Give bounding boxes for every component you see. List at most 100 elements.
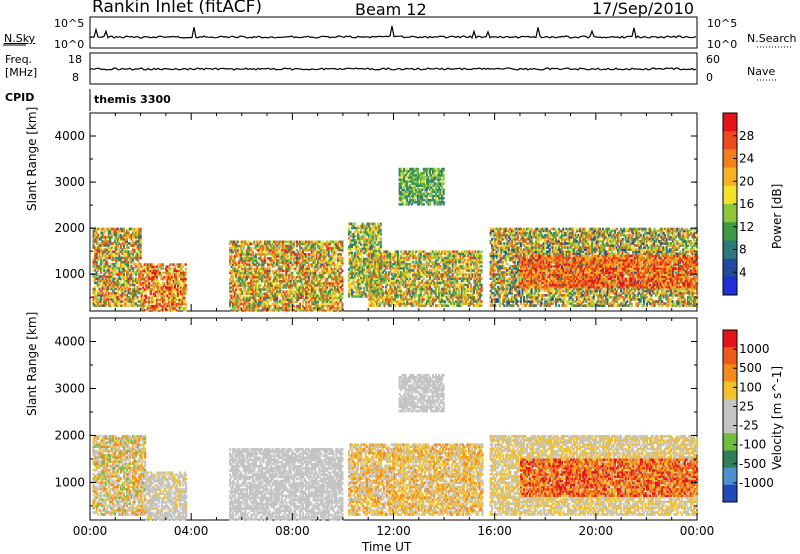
power-cell [103,285,106,289]
power-cell [140,269,143,273]
power-cell [127,229,130,233]
power-cell [125,273,128,276]
power-cell [155,284,158,287]
power-cell [152,306,155,310]
power-cell [124,279,127,283]
power-cell [133,296,136,299]
power-cell [106,250,109,253]
power-cell [119,294,122,297]
power-cell [121,250,124,253]
power-cell [119,256,122,260]
power-cell [151,300,154,304]
power-cell [103,244,106,247]
power-cell [101,277,104,280]
power-cell [132,238,135,241]
power-cell [136,233,139,237]
power-cell [109,240,112,243]
power-cell [118,275,121,278]
power-cell [122,235,125,239]
power-cell [151,279,154,283]
power-cell [110,267,113,270]
power-cell [139,256,142,260]
power-cell [140,304,143,308]
power-cell [379,222,382,226]
power-cell [115,287,118,291]
power-cell [155,308,158,312]
power-cell [107,304,110,307]
power-cell [161,267,164,271]
power-cell [128,279,131,283]
power-cell [115,273,118,276]
power-cell [100,275,103,278]
power-cell [152,275,155,279]
power-cell [100,252,103,256]
power-cell [138,227,141,231]
power-cell [145,263,148,266]
power-cell [160,308,163,312]
power-cell [152,277,155,281]
power-cell [124,281,127,285]
power-cell [104,262,107,266]
power-cell [109,271,112,274]
power-cell [160,288,163,291]
power-cell [97,269,100,272]
power-cell [130,254,133,258]
power-cell [136,281,139,285]
power-cell [101,279,104,283]
power-cell [157,288,160,291]
power-cell [127,277,130,280]
power-cell [101,265,104,268]
power-cell [142,288,145,291]
freq-tick-low: 8 [72,72,79,83]
power-cell [128,227,131,231]
power-cell [127,281,130,285]
power-cell [107,250,110,253]
power-cell [125,281,128,285]
power-cell [161,294,164,297]
nsky-label: N.Sky [4,33,35,44]
power-cell [92,227,95,231]
power-cell [151,271,154,275]
power-cell [116,267,119,270]
power-cell [142,302,145,306]
power-cell [138,289,141,293]
power-cell [116,281,119,285]
power-cell [139,252,142,256]
power-cell [104,271,107,274]
power-cell [163,300,166,304]
power-cell [116,252,119,256]
power-cell [97,250,100,253]
power-cell [142,275,145,279]
power-cell [125,271,128,274]
power-cell [124,298,127,301]
power-cell [184,277,187,281]
power-cell [121,271,124,274]
power-cell [101,231,104,235]
power-cell [184,263,187,266]
power-cell [109,298,112,301]
power-cell [109,296,112,299]
power-cell [95,227,98,231]
power-cell [164,275,167,279]
power-cell [184,300,187,304]
power-cell [112,289,115,293]
power-cell [118,240,121,243]
power-cell [148,296,151,300]
power-cell [130,291,133,295]
power-cell [98,267,101,270]
power-cell [104,260,107,264]
power-cell [95,231,98,235]
power-cell [116,285,119,289]
power-cell [121,252,124,256]
power-cell [98,302,101,305]
power-cell [113,258,116,262]
power-cell [184,284,187,287]
power-cell [124,304,127,307]
power-cell [100,300,103,303]
power-cell [119,296,122,299]
power-cell [107,235,110,239]
power-cell [92,240,95,243]
power-cell [113,262,116,266]
power-cell [135,238,138,241]
power-cell [136,258,139,262]
